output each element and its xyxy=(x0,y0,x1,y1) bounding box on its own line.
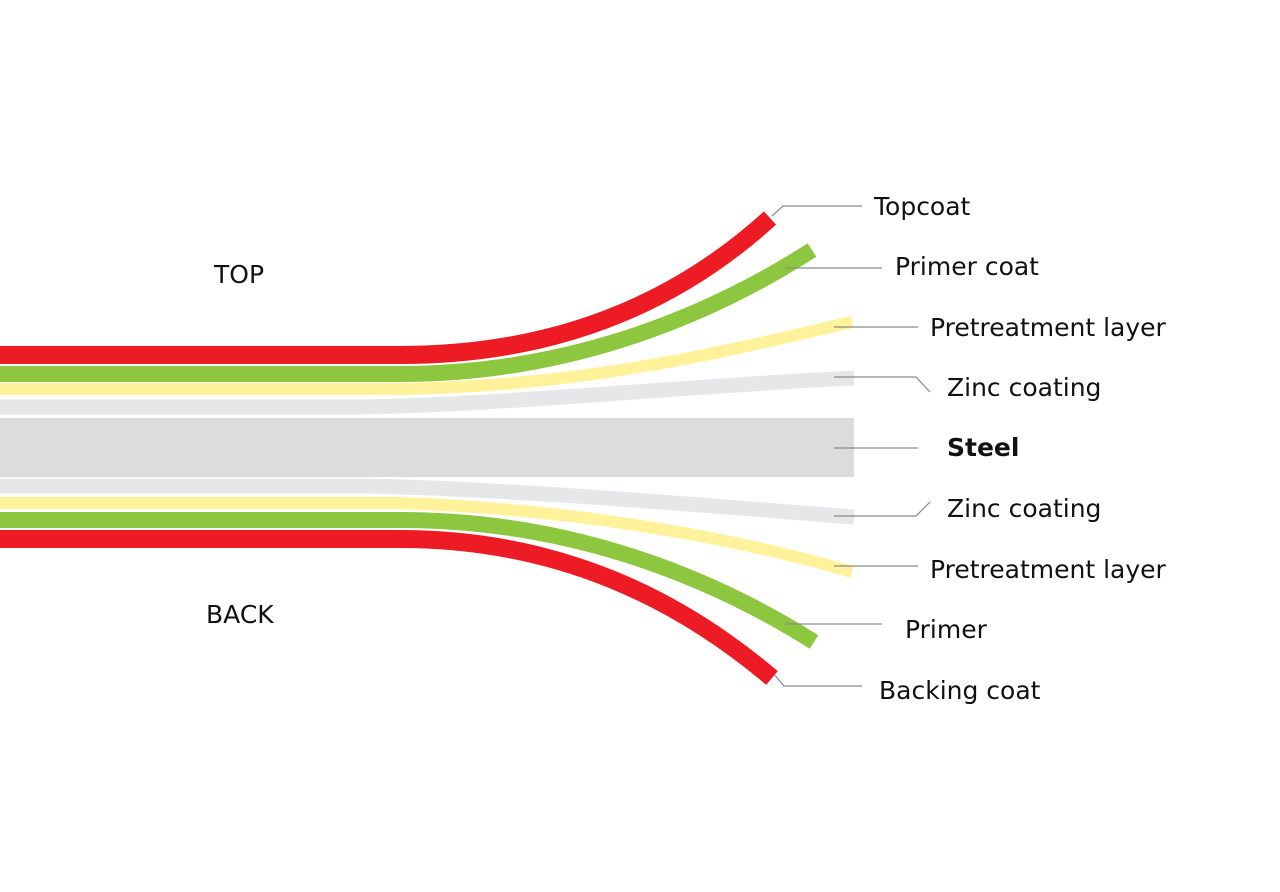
layer-zinc-bottom xyxy=(0,478,855,525)
layer-primer xyxy=(0,512,819,649)
leader-line xyxy=(834,376,931,393)
layer-pretreatment-top xyxy=(0,316,854,395)
label-zinc-bottom: Zinc coating xyxy=(947,494,1101,523)
label-steel: Steel xyxy=(947,433,1019,462)
leader-line xyxy=(834,501,931,517)
leader-line xyxy=(771,205,862,217)
label-pretreatment-bottom: Pretreatment layer xyxy=(930,555,1167,584)
label-primer: Primer xyxy=(905,615,988,644)
layer-primer-coat xyxy=(0,243,817,382)
layer-pretreatment-bottom xyxy=(0,497,854,578)
label-top-side: TOP xyxy=(213,260,264,289)
label-backing-coat: Backing coat xyxy=(879,676,1041,705)
leader-line xyxy=(773,673,862,687)
layer-topcoat xyxy=(0,211,777,364)
label-topcoat: Topcoat xyxy=(873,192,971,221)
label-back-side: BACK xyxy=(206,600,274,629)
layer-steel xyxy=(0,418,854,477)
layer-zinc-top xyxy=(0,370,855,415)
label-primer-coat: Primer coat xyxy=(895,252,1039,281)
layer-backing-coat xyxy=(0,530,778,685)
label-pretreatment-top: Pretreatment layer xyxy=(930,313,1167,342)
label-zinc-top: Zinc coating xyxy=(947,373,1101,402)
